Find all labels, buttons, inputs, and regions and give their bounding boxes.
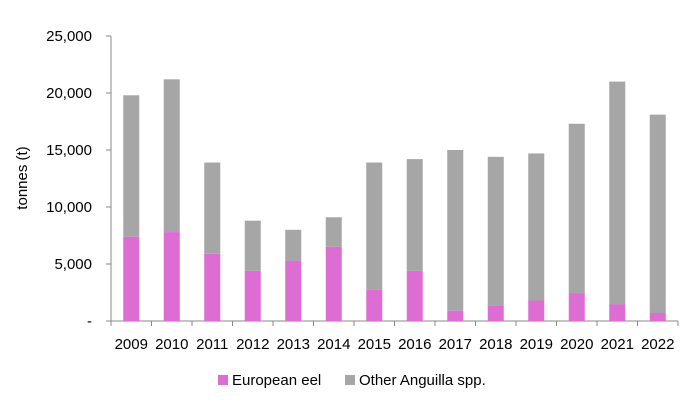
bars xyxy=(123,79,666,321)
bar-other-anguilla xyxy=(447,150,464,311)
x-tick-label: 2013 xyxy=(277,336,310,353)
x-tick-label: 2011 xyxy=(196,336,228,353)
bar-other-anguilla xyxy=(528,153,545,301)
bar-other-anguilla xyxy=(244,220,261,271)
bar-european-eel xyxy=(204,253,221,321)
bar-european-eel xyxy=(568,293,585,321)
legend-swatch xyxy=(345,375,355,385)
bar-other-anguilla xyxy=(204,162,221,254)
x-tick-label: 2015 xyxy=(358,336,391,353)
bar-other-anguilla xyxy=(325,217,342,247)
x-tick-label: 2017 xyxy=(439,336,472,353)
bar-other-anguilla xyxy=(123,95,140,237)
y-tick-label: 15,000 xyxy=(46,142,92,159)
y-tick-label: 20,000 xyxy=(46,85,92,102)
x-axis: 2009 2010 2011 2012 2013 2014 2015 2016 2017 2018… xyxy=(110,320,679,353)
bar-other-anguilla xyxy=(609,81,626,305)
x-tick-label: 2016 xyxy=(398,336,431,353)
y-axis: - 5,000 10,000 15,000 20,000 25,000 xyxy=(46,28,112,330)
x-tick-label: 2021 xyxy=(601,336,634,353)
x-tick-label: 2019 xyxy=(520,336,553,353)
bar-european-eel xyxy=(447,310,464,321)
bar-european-eel xyxy=(325,246,342,321)
x-tick-label: 2010 xyxy=(155,336,188,353)
y-tick-label: 10,000 xyxy=(46,199,92,216)
x-tick-label: 2009 xyxy=(115,336,148,353)
legend-swatch xyxy=(218,375,228,385)
bar-european-eel xyxy=(609,304,626,321)
x-tick-label: 2022 xyxy=(641,336,674,353)
bar-european-eel xyxy=(285,260,302,321)
x-tick-label: 2020 xyxy=(560,336,593,353)
bar-european-eel xyxy=(244,270,261,321)
y-tick-label: 5,000 xyxy=(54,256,92,273)
y-axis-title: tonnes (t) xyxy=(14,146,31,209)
bar-other-anguilla xyxy=(568,123,585,294)
bar-european-eel xyxy=(406,270,423,321)
bar-european-eel xyxy=(366,289,383,321)
x-tick-label: 2012 xyxy=(236,336,269,353)
y-tick-label: 25,000 xyxy=(46,28,92,45)
legend: European eel Other Anguilla spp. xyxy=(218,372,486,389)
bar-other-anguilla xyxy=(285,229,302,261)
bar-european-eel xyxy=(123,236,140,321)
y-tick-label: - xyxy=(87,313,92,330)
legend-label: European eel xyxy=(232,372,321,389)
bar-other-anguilla xyxy=(163,79,180,233)
bar-european-eel xyxy=(649,313,666,321)
bar-other-anguilla xyxy=(406,159,423,271)
bar-other-anguilla xyxy=(487,156,504,306)
bar-other-anguilla xyxy=(366,162,383,290)
bar-european-eel xyxy=(163,232,180,321)
bar-european-eel xyxy=(487,305,504,321)
bar-other-anguilla xyxy=(649,114,666,314)
legend-label: Other Anguilla spp. xyxy=(359,372,486,389)
x-tick-label: 2018 xyxy=(479,336,512,353)
bar-european-eel xyxy=(528,300,545,321)
x-tick-label: 2014 xyxy=(317,336,350,353)
